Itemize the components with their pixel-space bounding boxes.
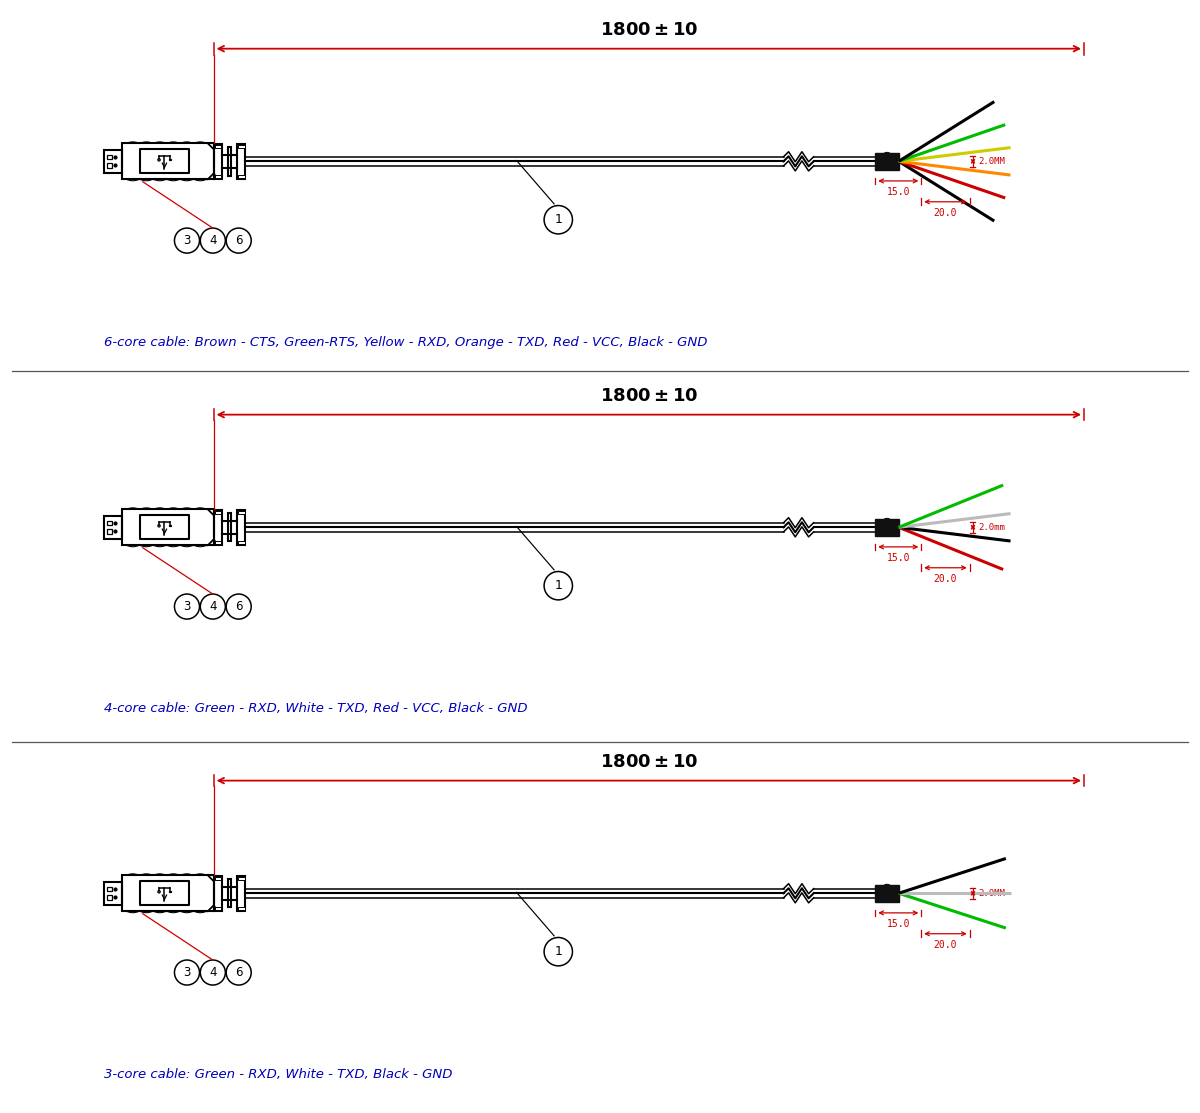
Text: 3: 3 [184,966,191,979]
Bar [107,521,112,525]
Text: 15.0: 15.0 [887,553,910,563]
Bar [228,513,232,542]
Text: 2.0MM: 2.0MM [978,157,1004,166]
Text: 3: 3 [184,600,191,613]
Text: 15.0: 15.0 [887,918,910,928]
Bar [214,876,222,910]
Bar [228,147,232,176]
Bar [107,164,112,168]
Text: 20.0: 20.0 [934,208,958,218]
Bar [169,159,170,160]
Text: $\mathbf{1800\pm10}$: $\mathbf{1800\pm10}$ [600,21,698,39]
Bar [107,155,112,159]
Text: 6: 6 [235,600,242,613]
Text: 3-core cable: Green - RXD, White - TXD, Black - GND: 3-core cable: Green - RXD, White - TXD, … [103,1068,452,1081]
Bar [215,145,221,148]
Bar [238,175,245,178]
Ellipse shape [880,885,894,902]
Bar [215,175,221,178]
Bar [238,144,245,179]
Bar [107,530,112,533]
Bar [875,152,899,170]
Bar [140,515,188,540]
Bar [215,541,221,544]
Bar [215,877,221,880]
Ellipse shape [880,152,894,170]
Text: $\mathbf{1800\pm10}$: $\mathbf{1800\pm10}$ [600,386,698,405]
Bar [238,877,245,880]
Bar [140,881,188,905]
Text: 4: 4 [209,966,216,979]
Text: 6: 6 [235,234,242,247]
Text: 4-core cable: Green - RXD, White - TXD, Red - VCC, Black - GND: 4-core cable: Green - RXD, White - TXD, … [103,702,527,715]
Bar [103,881,122,905]
Bar [238,511,245,514]
Bar [228,879,232,907]
Bar [107,895,112,899]
Bar [214,510,222,545]
Bar [169,524,170,526]
Text: 4: 4 [209,234,216,247]
Bar [214,144,222,179]
Bar [238,876,245,910]
Text: $\mathbf{1800\pm10}$: $\mathbf{1800\pm10}$ [600,752,698,770]
Bar [238,541,245,544]
Bar [103,149,122,173]
Text: 4: 4 [209,600,216,613]
Text: 6: 6 [235,966,242,979]
Bar [238,907,245,910]
Text: 20.0: 20.0 [934,939,958,949]
Text: 2.0mm: 2.0mm [978,523,1004,532]
Text: 15.0: 15.0 [887,187,910,197]
Text: 1: 1 [554,214,563,226]
Text: 6-core cable: Brown - CTS, Green-RTS, Yellow - RXD, Orange - TXD, Red - VCC, Bla: 6-core cable: Brown - CTS, Green-RTS, Ye… [103,336,707,349]
Text: 2.0MM: 2.0MM [978,889,1004,898]
Bar [238,510,245,545]
Ellipse shape [880,519,894,536]
Bar [875,885,899,902]
Text: 3: 3 [184,234,191,247]
Bar [169,890,170,893]
Bar [107,887,112,892]
Bar [215,511,221,514]
Text: 1: 1 [554,579,563,592]
Bar [215,907,221,910]
Bar [875,519,899,536]
Bar [140,149,188,174]
Text: 1: 1 [554,945,563,958]
Text: 20.0: 20.0 [934,573,958,583]
Bar [103,515,122,539]
Bar [238,145,245,148]
